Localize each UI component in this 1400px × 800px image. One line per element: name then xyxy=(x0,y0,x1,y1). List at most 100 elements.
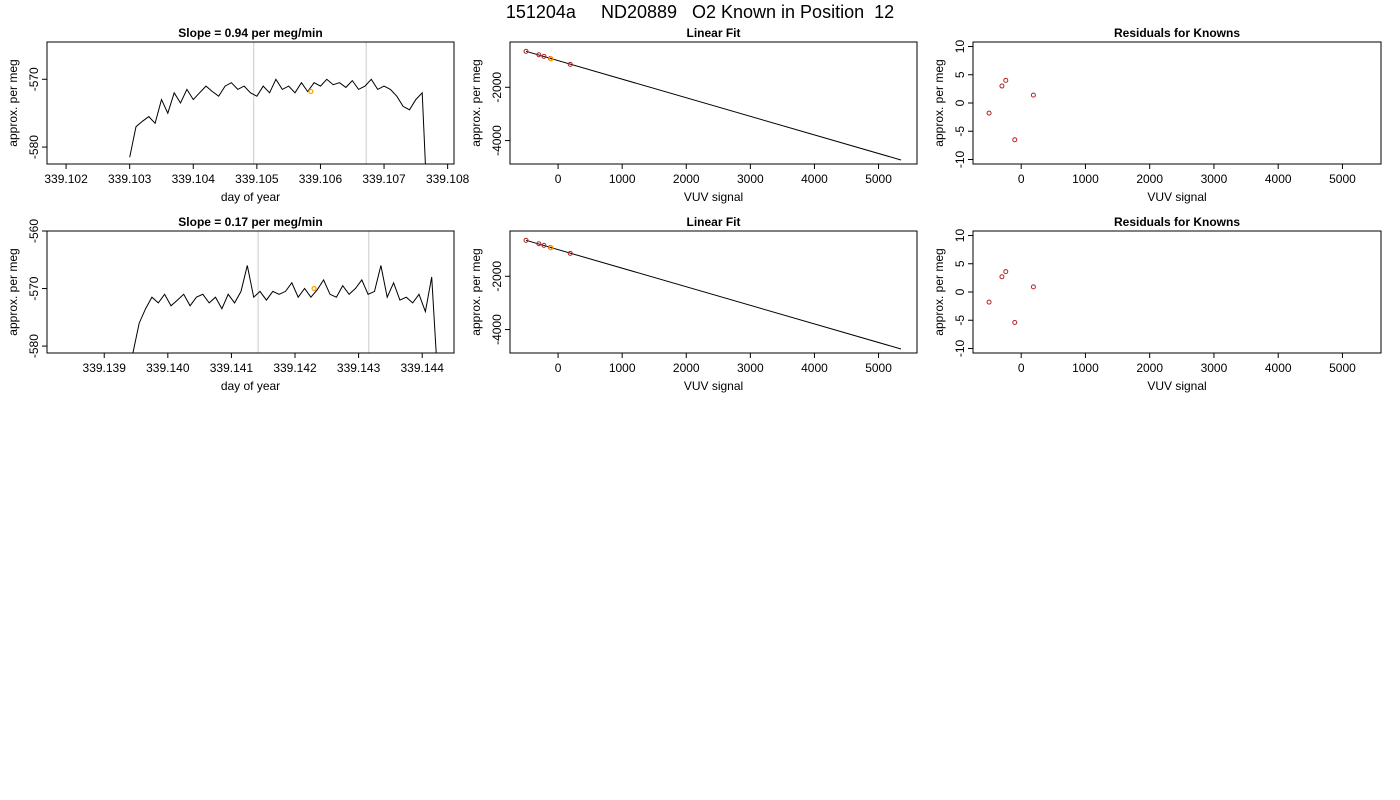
plot-area xyxy=(129,78,426,164)
data-point xyxy=(541,53,547,59)
x-tick-label: 3000 xyxy=(1201,361,1228,375)
y-tick-label: 5 xyxy=(953,260,967,267)
x-tick-label: 339.141 xyxy=(210,361,254,375)
x-tick-label: 339.104 xyxy=(172,172,216,186)
x-tick-label: 0 xyxy=(1018,172,1025,186)
x-tick-label: 2000 xyxy=(673,361,700,375)
y-axis-label: approx. per meg xyxy=(469,248,483,335)
y-tick-label: -580 xyxy=(27,334,41,358)
x-tick-label: 0 xyxy=(555,361,562,375)
y-axis-label: approx. per meg xyxy=(6,59,20,146)
plot-area xyxy=(986,77,1036,143)
x-tick-label: 5000 xyxy=(1329,172,1356,186)
x-tick-label: 5000 xyxy=(865,172,892,186)
y-tick-label: -580 xyxy=(27,135,41,159)
x-tick-label: 339.142 xyxy=(273,361,317,375)
x-axis-label: day of year xyxy=(221,379,280,393)
data-point xyxy=(1030,284,1036,290)
series-line xyxy=(129,78,426,164)
data-point xyxy=(1030,92,1036,98)
series-line xyxy=(132,265,437,353)
x-tick-label: 4000 xyxy=(1265,172,1292,186)
x-tick-label: 5000 xyxy=(1329,361,1356,375)
y-tick-label: -570 xyxy=(27,276,41,300)
data-point xyxy=(567,250,573,256)
highlight-marker xyxy=(548,245,554,251)
data-point xyxy=(986,299,992,305)
plot-area xyxy=(523,237,902,350)
y-tick-label: 5 xyxy=(953,71,967,78)
x-tick-label: 1000 xyxy=(1072,361,1099,375)
x-tick-label: 339.140 xyxy=(146,361,190,375)
plot-frame xyxy=(46,230,455,354)
data-point xyxy=(1012,320,1018,325)
data-point xyxy=(541,242,547,248)
y-axis-label: approx. per meg xyxy=(469,59,483,146)
x-tick-label: 3000 xyxy=(1201,172,1228,186)
y-axis-label: approx. per meg xyxy=(932,59,946,146)
data-point xyxy=(1003,269,1009,275)
x-tick-label: 339.144 xyxy=(401,361,445,375)
x-axis-label: VUV signal xyxy=(1147,379,1206,393)
chart-title: Slope = 0.17 per meg/min xyxy=(178,215,322,229)
chart-title: Linear Fit xyxy=(686,26,740,40)
panel-linear-fit-row1: Linear Fit 0 1000 2000 3000 4000 5000 -4000 -200… xyxy=(469,26,918,204)
data-point xyxy=(567,61,573,67)
plot-frame xyxy=(46,41,455,165)
y-axis-label: approx. per meg xyxy=(6,248,20,335)
x-tick-label: 2000 xyxy=(673,172,700,186)
x-tick-label: 339.106 xyxy=(299,172,343,186)
highlight-marker xyxy=(311,285,317,292)
y-tick-label: 10 xyxy=(953,40,967,54)
panel-residuals-row2: Residuals for Knowns 0 1000 2000 3000 4000 500… xyxy=(932,215,1382,393)
fit-line xyxy=(525,50,902,161)
x-tick-label: 4000 xyxy=(801,361,828,375)
page-title: 151204a ND20889 O2 Known in Position 12 xyxy=(505,2,895,22)
data-point xyxy=(986,110,992,116)
y-tick-label: -2000 xyxy=(490,72,504,103)
y-tick-label: -4000 xyxy=(490,125,504,156)
plot-frame xyxy=(972,230,1382,354)
y-tick-label: 0 xyxy=(953,288,967,295)
x-tick-label: 339.107 xyxy=(362,172,406,186)
x-axis-label: VUV signal xyxy=(1147,190,1206,204)
x-tick-label: 339.103 xyxy=(108,172,152,186)
y-axis-label: approx. per meg xyxy=(932,248,946,335)
data-point xyxy=(999,83,1005,89)
y-tick-label: -560 xyxy=(27,219,41,243)
data-point xyxy=(536,52,542,58)
x-tick-label: 1000 xyxy=(609,361,636,375)
x-tick-label: 0 xyxy=(1018,361,1025,375)
x-axis-label: VUV signal xyxy=(684,379,743,393)
plot-area xyxy=(523,48,902,161)
y-tick-label: -10 xyxy=(953,339,967,357)
y-tick-label: -10 xyxy=(953,150,967,168)
x-tick-label: 339.139 xyxy=(83,361,127,375)
y-tick-label: -5 xyxy=(953,126,967,137)
data-point xyxy=(523,237,529,243)
panel-residuals-row1: Residuals for Knowns 0 1000 2000 3000 4000 500… xyxy=(932,26,1382,204)
y-tick-label: 0 xyxy=(953,99,967,106)
x-tick-label: 2000 xyxy=(1136,361,1163,375)
fit-line xyxy=(525,239,902,350)
y-tick-label: -570 xyxy=(27,67,41,91)
x-tick-label: 339.102 xyxy=(44,172,88,186)
panel-linear-fit-row2: Linear Fit 0 1000 2000 3000 4000 5000 -4000 -200… xyxy=(469,215,918,393)
x-tick-label: 5000 xyxy=(865,361,892,375)
data-point xyxy=(999,274,1005,280)
y-tick-label: -4000 xyxy=(490,314,504,345)
plot-area xyxy=(986,269,1036,325)
chart-title: Residuals for Knowns xyxy=(1114,215,1240,229)
highlight-marker xyxy=(308,88,314,95)
panel-slope-row1: Slope = 0.94 per meg/min 339.102 339.103 33… xyxy=(6,26,470,204)
x-tick-label: 4000 xyxy=(801,172,828,186)
x-tick-label: 339.108 xyxy=(426,172,470,186)
x-tick-label: 2000 xyxy=(1136,172,1163,186)
x-tick-label: 1000 xyxy=(1072,172,1099,186)
x-tick-label: 3000 xyxy=(737,172,764,186)
plot-frame xyxy=(509,41,918,165)
x-tick-label: 339.105 xyxy=(235,172,279,186)
y-tick-label: -5 xyxy=(953,315,967,326)
x-axis-label: VUV signal xyxy=(684,190,743,204)
